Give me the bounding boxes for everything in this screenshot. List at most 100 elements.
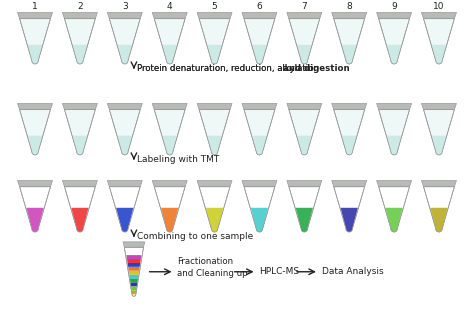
- Polygon shape: [27, 208, 44, 232]
- Text: HPLC-MS: HPLC-MS: [259, 267, 300, 276]
- Polygon shape: [129, 271, 139, 275]
- Polygon shape: [127, 259, 141, 263]
- Polygon shape: [421, 13, 456, 19]
- Polygon shape: [421, 103, 456, 110]
- Polygon shape: [161, 208, 178, 232]
- Polygon shape: [287, 13, 322, 19]
- Polygon shape: [129, 275, 138, 279]
- Polygon shape: [109, 110, 140, 155]
- Polygon shape: [242, 180, 277, 187]
- Polygon shape: [342, 45, 356, 64]
- Polygon shape: [424, 110, 455, 155]
- Polygon shape: [387, 136, 401, 155]
- Polygon shape: [163, 136, 177, 155]
- Polygon shape: [152, 103, 187, 110]
- Polygon shape: [132, 290, 136, 294]
- Polygon shape: [342, 136, 356, 155]
- Polygon shape: [71, 208, 89, 232]
- Polygon shape: [197, 13, 232, 19]
- Text: 8: 8: [346, 2, 352, 10]
- Polygon shape: [199, 187, 230, 232]
- Polygon shape: [251, 208, 268, 232]
- Polygon shape: [252, 136, 267, 155]
- Polygon shape: [297, 45, 311, 64]
- Polygon shape: [199, 19, 230, 64]
- Polygon shape: [242, 13, 277, 19]
- Polygon shape: [154, 110, 185, 155]
- Text: Data Analysis: Data Analysis: [322, 267, 383, 276]
- Polygon shape: [341, 208, 358, 232]
- Polygon shape: [63, 180, 98, 187]
- Polygon shape: [109, 19, 140, 64]
- Polygon shape: [18, 13, 53, 19]
- Polygon shape: [63, 13, 98, 19]
- Polygon shape: [387, 45, 401, 64]
- Polygon shape: [430, 208, 447, 232]
- Text: Fractionation
and Cleaning up: Fractionation and Cleaning up: [177, 258, 248, 278]
- Polygon shape: [252, 45, 267, 64]
- Polygon shape: [244, 110, 275, 155]
- Polygon shape: [244, 187, 275, 232]
- Polygon shape: [206, 208, 223, 232]
- Polygon shape: [289, 110, 320, 155]
- Polygon shape: [127, 255, 141, 259]
- Polygon shape: [379, 19, 410, 64]
- Polygon shape: [197, 180, 232, 187]
- Polygon shape: [289, 187, 320, 232]
- Polygon shape: [432, 45, 446, 64]
- Polygon shape: [332, 13, 367, 19]
- Polygon shape: [64, 19, 95, 64]
- Polygon shape: [334, 187, 365, 232]
- Polygon shape: [19, 110, 50, 155]
- Polygon shape: [385, 208, 403, 232]
- Text: 1: 1: [32, 2, 38, 10]
- Text: and digestion: and digestion: [283, 64, 349, 73]
- Polygon shape: [297, 136, 311, 155]
- Polygon shape: [73, 45, 87, 64]
- Polygon shape: [128, 263, 140, 267]
- Text: 3: 3: [122, 2, 128, 10]
- Polygon shape: [334, 19, 365, 64]
- Polygon shape: [376, 180, 411, 187]
- Polygon shape: [130, 283, 137, 286]
- Polygon shape: [207, 136, 222, 155]
- Text: 6: 6: [256, 2, 262, 10]
- Polygon shape: [131, 286, 137, 290]
- Polygon shape: [107, 13, 142, 19]
- Text: Protein denaturation, reduction, alkylation: Protein denaturation, reduction, alkylat…: [137, 64, 321, 73]
- Polygon shape: [421, 180, 456, 187]
- Polygon shape: [109, 187, 140, 232]
- Polygon shape: [28, 136, 42, 155]
- Polygon shape: [128, 267, 140, 271]
- Polygon shape: [432, 136, 446, 155]
- Polygon shape: [154, 19, 185, 64]
- Text: 9: 9: [391, 2, 397, 10]
- Polygon shape: [379, 187, 410, 232]
- Polygon shape: [107, 103, 142, 110]
- Polygon shape: [199, 110, 230, 155]
- Polygon shape: [118, 45, 132, 64]
- Text: 4: 4: [167, 2, 173, 10]
- Polygon shape: [154, 187, 185, 232]
- Polygon shape: [152, 180, 187, 187]
- Polygon shape: [424, 19, 455, 64]
- Polygon shape: [424, 187, 455, 232]
- Polygon shape: [207, 45, 222, 64]
- Polygon shape: [332, 180, 367, 187]
- Text: Labeling with TMT: Labeling with TMT: [137, 155, 219, 164]
- Polygon shape: [244, 19, 275, 64]
- Polygon shape: [118, 136, 132, 155]
- Polygon shape: [19, 187, 50, 232]
- Polygon shape: [376, 103, 411, 110]
- Polygon shape: [18, 103, 53, 110]
- Text: 5: 5: [212, 2, 218, 10]
- Polygon shape: [289, 19, 320, 64]
- Text: 2: 2: [77, 2, 83, 10]
- Polygon shape: [19, 19, 50, 64]
- Polygon shape: [242, 103, 277, 110]
- Polygon shape: [296, 208, 313, 232]
- Polygon shape: [116, 208, 133, 232]
- Polygon shape: [379, 110, 410, 155]
- Polygon shape: [332, 103, 367, 110]
- Polygon shape: [64, 110, 95, 155]
